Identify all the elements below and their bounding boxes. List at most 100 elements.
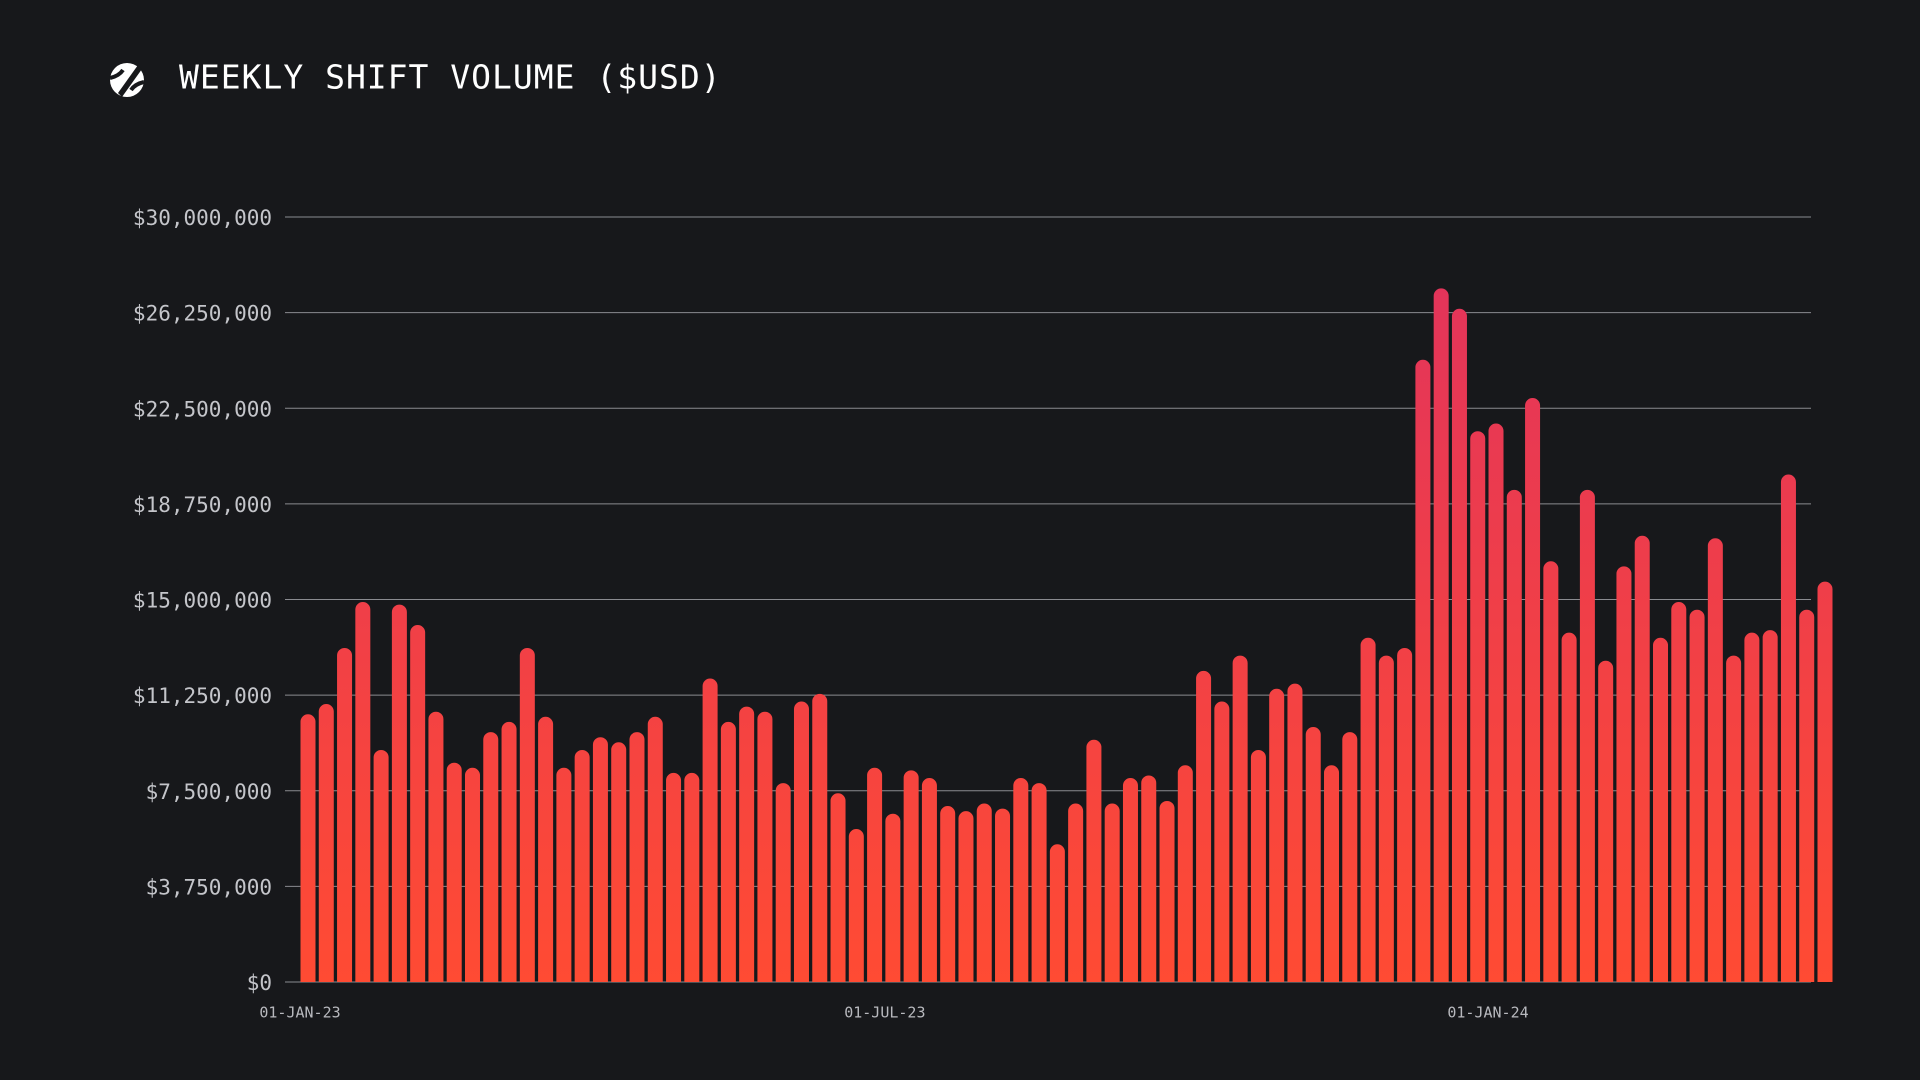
bar <box>1671 602 1687 982</box>
bar <box>903 770 919 982</box>
bar <box>739 706 755 982</box>
bar <box>1543 561 1559 982</box>
bar <box>1707 538 1723 982</box>
bar <box>611 742 627 982</box>
bar <box>940 806 956 982</box>
bar <box>1214 701 1230 982</box>
y-tick-label: $11,250,000 <box>133 684 272 708</box>
bar <box>1397 647 1413 982</box>
bar <box>1360 637 1376 982</box>
bar <box>1579 489 1595 982</box>
bar <box>1799 609 1815 982</box>
bar <box>1470 431 1486 982</box>
bar <box>702 678 718 982</box>
bar <box>318 704 334 982</box>
bar <box>501 721 517 982</box>
bar <box>1744 632 1760 982</box>
bar <box>1086 739 1102 982</box>
y-tick-label: $3,750,000 <box>146 875 272 899</box>
bar <box>1634 535 1650 982</box>
bar <box>647 716 663 982</box>
bar <box>1141 775 1157 982</box>
bar <box>1287 683 1303 982</box>
chart-title: WEEKLY SHIFT VOLUME ($USD) <box>179 58 722 97</box>
bar <box>684 772 700 982</box>
y-tick-label: $26,250,000 <box>133 302 272 326</box>
bar <box>464 767 480 982</box>
bar <box>1324 765 1340 982</box>
y-tick-label: $0 <box>247 971 272 995</box>
bar <box>629 732 645 982</box>
bar <box>976 803 992 982</box>
bar <box>1726 655 1742 982</box>
bar <box>1031 783 1047 982</box>
x-tick-label: 01-JAN-24 <box>1447 1004 1528 1022</box>
bar <box>1269 688 1285 982</box>
bar <box>848 829 864 982</box>
bar <box>757 711 773 982</box>
bar <box>1598 660 1614 982</box>
bar <box>592 737 608 982</box>
bar <box>958 811 974 982</box>
bar <box>1177 765 1193 982</box>
bar <box>885 813 901 982</box>
bar <box>1415 359 1431 982</box>
x-tick-label: 01-JUL-23 <box>844 1004 925 1022</box>
bar <box>1616 566 1632 982</box>
bar <box>1780 474 1796 982</box>
bar <box>446 762 462 982</box>
bar <box>1506 489 1522 982</box>
bar <box>1525 398 1541 982</box>
bar <box>574 749 590 982</box>
x-tick-label: 01-JAN-23 <box>259 1004 340 1022</box>
bar <box>921 778 937 982</box>
bar <box>1342 732 1358 982</box>
y-tick-label: $18,750,000 <box>133 493 272 517</box>
bar <box>1762 630 1778 982</box>
bar <box>1817 581 1833 982</box>
bar <box>666 772 682 982</box>
bar <box>812 693 828 982</box>
bar <box>538 716 554 982</box>
bar <box>1104 803 1120 982</box>
bar <box>428 711 444 982</box>
bar <box>355 602 371 982</box>
bar <box>1561 632 1577 982</box>
bar <box>1159 800 1175 982</box>
bar <box>1068 803 1084 982</box>
bar <box>483 732 499 982</box>
bar <box>793 701 809 982</box>
bar <box>519 647 535 982</box>
plot-area: $0 $3,750,000 $7,500,000 $11,250,000 $15,000… <box>133 206 1833 1022</box>
y-tick-label: $7,500,000 <box>146 780 272 804</box>
bar <box>556 767 572 982</box>
y-tick-label: $30,000,000 <box>133 206 272 230</box>
bar <box>1653 637 1669 982</box>
bar <box>995 808 1011 982</box>
bar <box>720 721 736 982</box>
bar <box>1378 655 1394 982</box>
bar <box>1122 778 1138 982</box>
y-tick-label: $22,500,000 <box>133 397 272 421</box>
bar <box>867 767 883 982</box>
bar <box>300 714 316 982</box>
bar <box>1049 844 1065 982</box>
bar <box>1250 749 1266 982</box>
bar <box>1488 423 1504 982</box>
logo <box>109 63 145 97</box>
bar <box>830 793 846 982</box>
bar <box>1433 288 1449 982</box>
bar <box>1196 670 1212 982</box>
bar <box>1689 609 1705 982</box>
bar <box>1305 727 1321 982</box>
bar <box>775 783 791 982</box>
bar <box>1232 655 1248 982</box>
bar <box>1451 308 1467 982</box>
bar <box>373 749 389 982</box>
bar <box>410 625 426 982</box>
bar <box>1013 778 1029 982</box>
y-tick-label: $15,000,000 <box>133 589 272 613</box>
bar <box>391 604 407 982</box>
bar <box>337 647 353 982</box>
